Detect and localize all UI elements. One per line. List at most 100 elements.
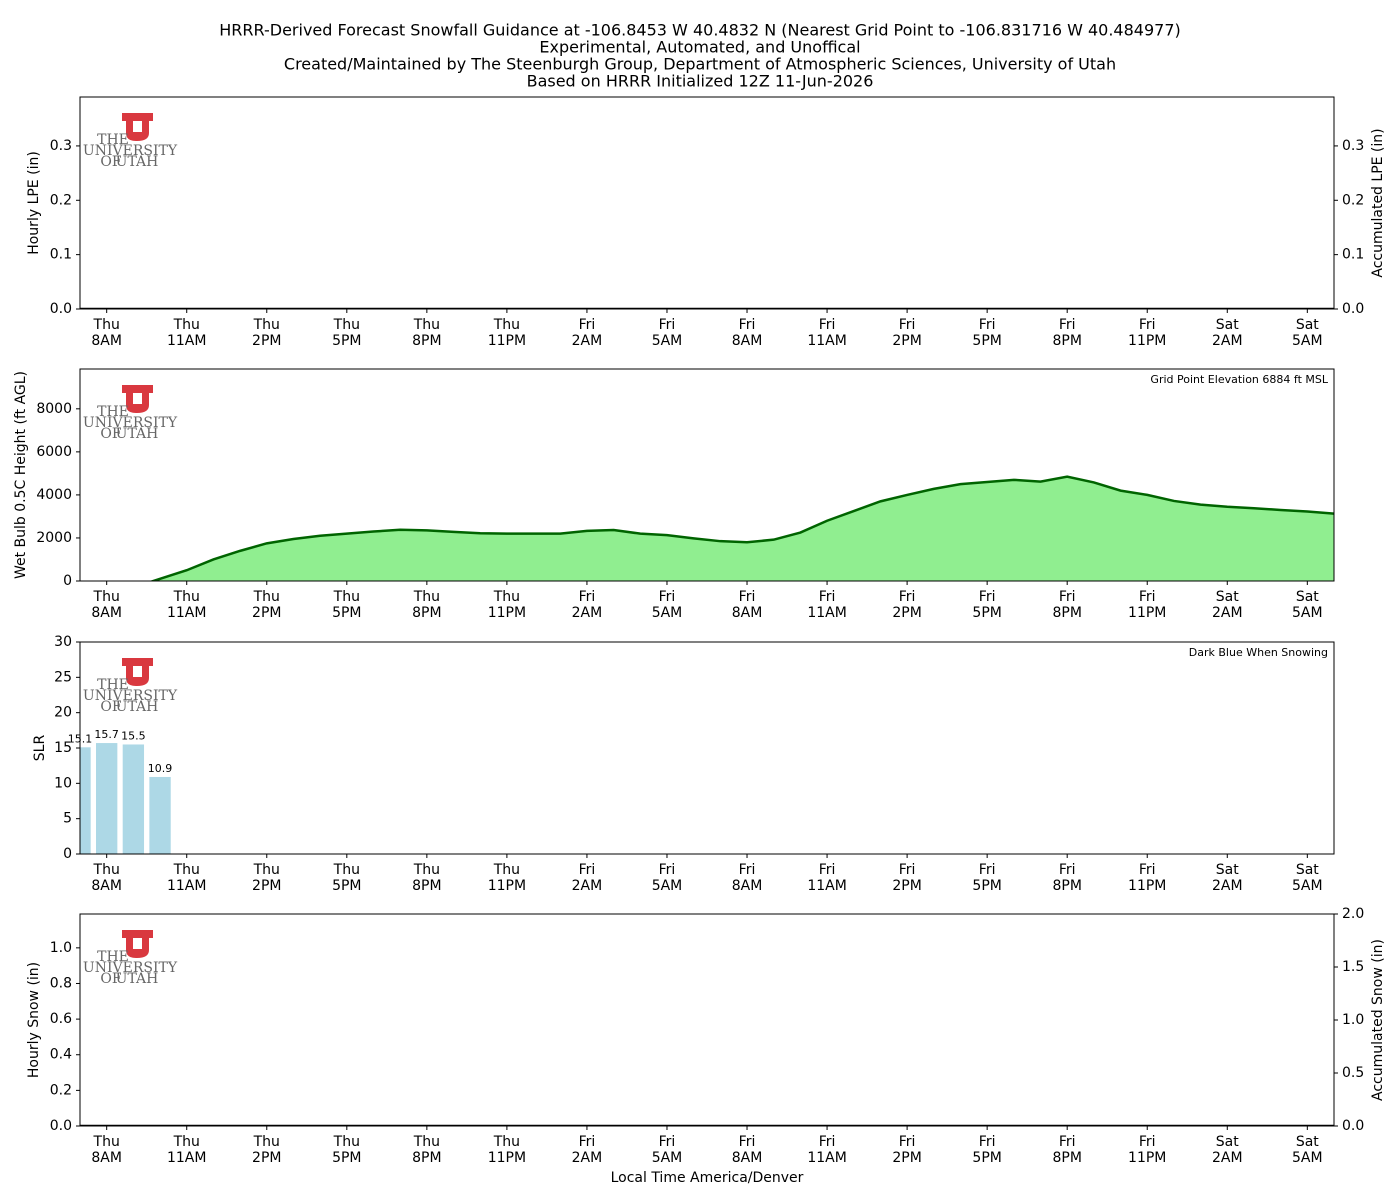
title-line: Created/Maintained by The Steenburgh Gro… — [284, 55, 1116, 74]
x-tick-label: Sat 2AM — [1212, 317, 1243, 349]
x-tick-label: Fri 11AM — [807, 317, 846, 349]
plot-area — [80, 475, 1334, 581]
frame — [79, 913, 1335, 1127]
x-tick-label: Sat 5AM — [1292, 589, 1323, 621]
x-tick-label: Thu 8PM — [412, 862, 441, 894]
y-axis-label: Hourly LPE (in) — [26, 151, 42, 255]
y-tick-label: 0.0 — [50, 1118, 72, 1134]
annotation: Dark Blue When Snowing — [1189, 646, 1328, 659]
x-tick-label: Thu 11AM — [167, 589, 206, 621]
y2-tick-label: 0.2 — [1342, 192, 1364, 208]
x-tick-label: Fri 11AM — [807, 589, 846, 621]
x-tick-label: Thu 11AM — [167, 1134, 206, 1166]
x-tick-label: Fri 8AM — [732, 862, 763, 894]
logo-mark — [122, 113, 153, 141]
x-tick-label: Thu 5PM — [332, 1134, 361, 1166]
y2-tick-label: 0.0 — [1342, 1118, 1364, 1134]
logo-mark — [122, 930, 153, 958]
logo-text: THE — [97, 677, 129, 693]
logo-text: UTAH — [116, 154, 159, 170]
x-tick-label: Fri 2AM — [572, 1134, 603, 1166]
y-tick-label: 0.0 — [50, 301, 72, 317]
y-tick-label: 1.0 — [50, 940, 72, 956]
title-line: HRRR-Derived Forecast Snowfall Guidance … — [219, 21, 1181, 40]
x-tick-label: Fri 2PM — [892, 1134, 921, 1166]
y-tick-label: 0 — [63, 573, 72, 589]
x-tick-label: Fri 11PM — [1128, 862, 1166, 894]
x-tick-label: Thu 5PM — [332, 862, 361, 894]
x-tick-label: Fri 11AM — [807, 1134, 846, 1166]
y-tick-label: 20 — [54, 705, 72, 721]
y-tick-label: 4000 — [36, 487, 72, 503]
title-line: Based on HRRR Initialized 12Z 11-Jun-202… — [527, 72, 874, 91]
logo-text: UTAH — [116, 971, 159, 987]
x-tick-label: Sat 2AM — [1212, 862, 1243, 894]
frame — [79, 368, 1335, 582]
x-tick-label: Thu 11AM — [167, 862, 206, 894]
y-tick-label: 0.2 — [50, 192, 72, 208]
x-tick-label: Fri 5PM — [972, 1134, 1001, 1166]
frame — [79, 96, 1335, 310]
x-tick-label: Fri 8AM — [732, 317, 763, 349]
logo-text: OF — [100, 971, 121, 987]
logo-text: OF — [100, 426, 121, 442]
logo-text: THE — [97, 132, 129, 148]
y2-tick-label: 0.1 — [1342, 247, 1364, 263]
x-tick-label: Fri 2AM — [572, 589, 603, 621]
x-tick-label: Thu 2PM — [252, 317, 281, 349]
x-tick-label: Thu 8PM — [412, 317, 441, 349]
y-tick-label: 0.4 — [50, 1047, 72, 1063]
x-tick-label: Fri 11PM — [1128, 589, 1166, 621]
x-tick-label: Sat 2AM — [1212, 1134, 1243, 1166]
x-tick-label: Fri 5AM — [652, 589, 683, 621]
x-tick-label: Thu 11PM — [488, 862, 526, 894]
x-tick-label: Fri 5AM — [652, 1134, 683, 1166]
bar — [80, 747, 91, 854]
x-tick-label: Thu 8AM — [91, 317, 122, 349]
y-tick-label: 25 — [54, 669, 72, 685]
y-tick-label: 30 — [54, 634, 72, 650]
y-tick-label: 0.6 — [50, 1011, 72, 1027]
x-tick-label: Fri 2AM — [572, 862, 603, 894]
logo-text: UNIVERSITY — [83, 415, 178, 431]
title-line: Experimental, Automated, and Unoffical — [539, 38, 860, 57]
frame — [79, 641, 1335, 855]
x-tick-label: Sat 2AM — [1212, 589, 1243, 621]
logo-text: THE — [97, 404, 129, 420]
y-tick-label: 10 — [54, 775, 72, 791]
logo-mark — [122, 658, 153, 686]
x-tick-label: Thu 11PM — [488, 589, 526, 621]
x-tick-label: Thu 11PM — [488, 1134, 526, 1166]
x-tick-label: Fri 2PM — [892, 317, 921, 349]
x-tick-label: Fri 8AM — [732, 589, 763, 621]
y2-axis-label: Accumulated Snow (in) — [1370, 939, 1386, 1101]
x-tick-label: Fri 11PM — [1128, 317, 1166, 349]
x-tick-label: Fri 11AM — [807, 862, 846, 894]
x-tick-label: Thu 5PM — [332, 589, 361, 621]
area — [80, 476, 1334, 581]
x-tick-label: Fri 5AM — [652, 862, 683, 894]
data-label: 10.9 — [148, 762, 173, 775]
y2-tick-label: 1.0 — [1342, 1012, 1364, 1028]
y-axis-label: SLR — [32, 735, 48, 762]
x-tick-label: Fri 11PM — [1128, 1134, 1166, 1166]
annotation: Grid Point Elevation 6884 ft MSL — [1150, 373, 1328, 386]
bar — [96, 743, 118, 854]
y-tick-label: 0 — [63, 846, 72, 862]
x-tick-label: Fri 8PM — [1052, 589, 1081, 621]
y-axis-label: Wet Bulb 0.5C Height (ft AGL) — [13, 371, 29, 579]
y-tick-label: 6000 — [36, 444, 72, 460]
logo-mark — [122, 385, 153, 413]
y-tick-label: 0.2 — [50, 1082, 72, 1098]
x-tick-label: Thu 5PM — [332, 317, 361, 349]
data-label: 15.7 — [94, 728, 119, 741]
x-tick-label: Fri 2PM — [892, 589, 921, 621]
y2-axis-label: Accumulated LPE (in) — [1370, 128, 1386, 277]
x-tick-label: Thu 8AM — [91, 1134, 122, 1166]
logo-text: OF — [100, 154, 121, 170]
x-tick-label: Thu 11PM — [488, 317, 526, 349]
